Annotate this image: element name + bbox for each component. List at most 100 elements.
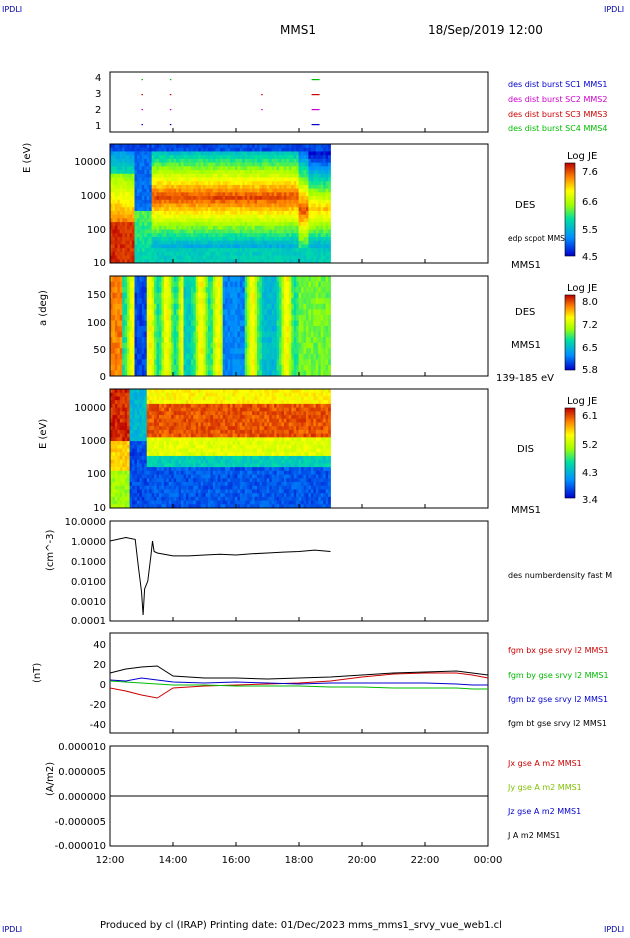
des-pitch-cell [310, 326, 314, 332]
des-energy-cell [156, 188, 160, 193]
des-pitch-cell [286, 276, 290, 282]
des-energy-cell [242, 199, 246, 204]
des-energy-cell [325, 173, 329, 178]
des-energy-cell [200, 207, 204, 212]
dis-energy-cell [122, 437, 126, 442]
dis-energy-cell [119, 496, 123, 501]
des-energy-cell [293, 147, 297, 152]
des-pitch-cell [254, 342, 258, 349]
des-energy-cell [166, 192, 170, 197]
des-energy-cell [274, 151, 277, 156]
des-energy-cell [276, 251, 280, 256]
dis-energy-cell [136, 504, 140, 509]
des-energy-cell [252, 214, 255, 219]
des-pitch-cell [257, 348, 260, 355]
des-pitch-cell [146, 364, 150, 371]
des-energy-cell [215, 240, 219, 245]
des-energy-cell [227, 203, 231, 208]
des-energy-cell [254, 229, 258, 234]
des-energy-cell [306, 218, 309, 223]
des-energy-cell [325, 214, 329, 219]
des-pitch-cell [129, 281, 133, 288]
dis-energy-cell [139, 481, 143, 487]
dis-energy-cell [141, 422, 145, 427]
des-pitch-cell [185, 320, 189, 327]
des-pitch-cell [146, 281, 150, 288]
des-energy-cell [261, 192, 265, 197]
des-energy-cell [168, 147, 172, 152]
des-pitch-cell [320, 309, 324, 316]
des-pitch-cell [163, 287, 167, 294]
des-energy-cell [249, 199, 253, 204]
des-energy-cell [117, 233, 121, 238]
des-energy-cell [286, 173, 290, 178]
des-pitch-cell [313, 298, 317, 305]
des-pitch-cell [114, 303, 118, 310]
des-energy-cell [166, 158, 170, 163]
des-energy-cell [283, 225, 287, 230]
des-energy-cell [163, 233, 167, 238]
des-energy-cell [168, 184, 172, 190]
dis-energy-cell [127, 481, 130, 487]
des-pitch-cell [212, 337, 216, 344]
des-energy-cell [168, 173, 172, 178]
des-energy-cell [323, 218, 326, 223]
des-energy-cell [166, 196, 170, 201]
des-energy-cell [274, 255, 277, 260]
des-energy-cell [296, 251, 300, 256]
des-energy-cell [328, 196, 331, 201]
des-energy-cell [198, 188, 202, 193]
des-pitch-cell [195, 309, 199, 316]
des-energy-cell [217, 177, 221, 182]
des-energy-cell [271, 225, 275, 230]
des-energy-cell [261, 199, 265, 204]
des-energy-cell [198, 162, 202, 167]
des-energy-cell [259, 188, 263, 193]
burst-mark-sc3-3 [311, 94, 320, 96]
des-energy-cell [127, 166, 130, 171]
des-pitch-cell [306, 303, 309, 310]
des-energy-cell [132, 214, 135, 219]
des-energy-cell [310, 259, 314, 264]
des-energy-cell [227, 181, 231, 186]
des-energy-cell [134, 199, 138, 204]
des-pitch-cell [252, 370, 255, 377]
des-energy-cell [119, 184, 123, 190]
des-pitch-cell [291, 359, 295, 366]
des-pitch-cell [159, 331, 162, 338]
des-energy-cell [310, 199, 314, 204]
des-energy-cell [122, 196, 126, 201]
des-pitch-cell [203, 331, 206, 338]
des-energy-cell [264, 222, 268, 227]
des-energy-cell [205, 151, 209, 156]
des-energy-cell [119, 229, 123, 234]
des-pitch-cell [323, 353, 326, 360]
des-pitch-cell [110, 287, 113, 294]
des-energy-cell [156, 155, 160, 160]
des-energy-cell [161, 248, 165, 253]
des-pitch-cell [323, 331, 326, 338]
des-pitch-cell [217, 287, 221, 294]
des-energy-cell [244, 144, 248, 149]
des-energy-cell [110, 147, 113, 152]
des-energy-cell [328, 222, 331, 227]
des-energy-cell [249, 233, 253, 238]
des-energy-cell [217, 255, 221, 260]
des-pitch-cell [110, 342, 113, 349]
des-pitch-cell [124, 287, 128, 294]
des-energy-cell [176, 147, 179, 152]
des-energy-cell [193, 170, 197, 175]
des-energy-cell [279, 240, 282, 245]
des-energy-cell [198, 218, 202, 223]
des-energy-cell [306, 184, 309, 190]
des-pitch-cell [203, 359, 206, 366]
dis-energy-cell [136, 448, 140, 453]
des-pitch-cell [220, 331, 224, 338]
des-pitch-cell [136, 342, 140, 349]
des-energy-cell [195, 248, 199, 253]
des-energy-cell [230, 181, 233, 186]
des-pitch-cell [239, 337, 243, 344]
des-pitch-cell [249, 287, 253, 294]
des-energy-cell [254, 244, 258, 249]
des-energy-cell [264, 259, 268, 264]
